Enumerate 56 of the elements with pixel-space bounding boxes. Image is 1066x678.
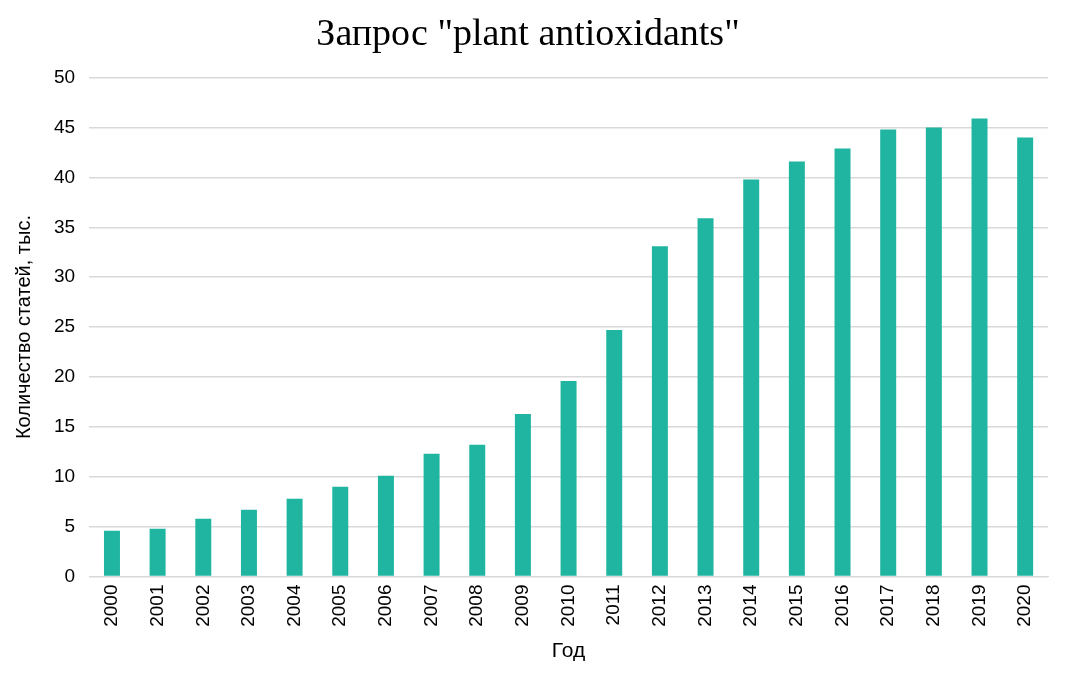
bar: [651, 246, 668, 576]
bar: [697, 218, 714, 576]
bar: [469, 444, 486, 576]
chart-title: Запрос "plant antioxidants": [316, 10, 740, 53]
bar: [240, 509, 257, 576]
x-tick-label: 2019: [967, 584, 989, 627]
bar: [1017, 137, 1034, 576]
x-tick-label: 2007: [419, 584, 441, 627]
bar: [743, 179, 760, 576]
bar: [195, 518, 212, 576]
y-tick-label: 25: [53, 315, 76, 337]
x-tick-label: 2014: [739, 584, 761, 627]
x-tick-label: 2003: [237, 584, 259, 627]
bar: [149, 528, 166, 576]
x-tick-label: 2018: [922, 584, 944, 627]
y-tick-label: 35: [53, 215, 76, 237]
x-tick-label: 2002: [191, 584, 213, 627]
x-tick-label: 2011: [602, 584, 624, 626]
bar: [332, 486, 349, 576]
y-tick-label: 20: [53, 365, 76, 387]
y-tick-label: 0: [64, 564, 76, 586]
y-tick-label: 10: [53, 464, 76, 486]
bar: [606, 330, 623, 576]
x-tick-label: 2016: [830, 584, 852, 627]
x-tick-label: 2013: [693, 584, 715, 627]
x-tick-label: 2015: [785, 584, 807, 627]
y-tick-label: 5: [64, 514, 76, 536]
x-tick-label: 2009: [511, 584, 533, 627]
x-tick-label: 2001: [145, 584, 167, 627]
bar: [377, 475, 394, 576]
x-axis-title: Год: [551, 638, 586, 662]
bar: [880, 129, 897, 576]
x-tick-label: 2006: [374, 584, 396, 627]
y-tick-label: 15: [53, 415, 76, 437]
x-tick-label: 2005: [328, 584, 350, 627]
y-tick-label: 45: [53, 115, 76, 137]
bar: [286, 498, 303, 576]
y-tick-label: 40: [53, 165, 76, 187]
x-tick-label: 2017: [876, 584, 898, 627]
bar: [834, 148, 851, 576]
x-tick-label: 2020: [1013, 584, 1035, 627]
bar: [514, 413, 531, 576]
bar: [560, 380, 577, 576]
x-tick-label: 2010: [556, 584, 578, 627]
y-tick-label: 50: [53, 65, 76, 87]
x-tick-label: 2012: [648, 584, 670, 627]
x-tick-label: 2008: [465, 584, 487, 627]
bar: [788, 161, 805, 576]
y-axis-title: Количество статей, тыс.: [11, 215, 34, 440]
bar: [103, 530, 120, 576]
bar: [423, 453, 440, 576]
x-tick-label: 2000: [100, 584, 122, 627]
x-tick-label: 2004: [282, 584, 304, 627]
bar: [971, 118, 988, 576]
y-tick-label: 30: [53, 265, 76, 287]
bar: [925, 127, 942, 576]
